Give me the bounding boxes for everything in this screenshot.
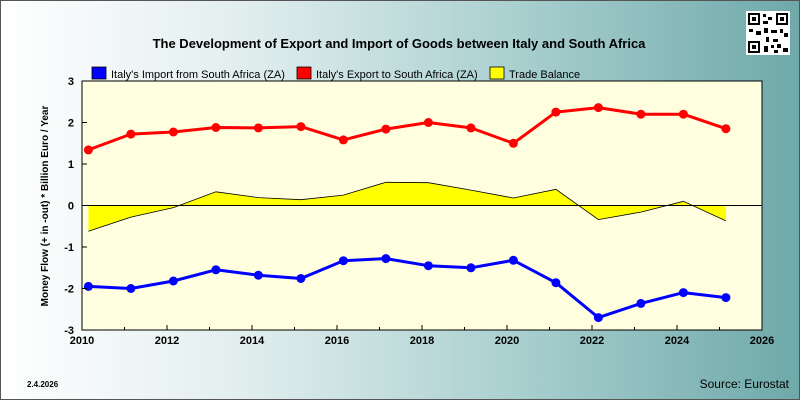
export-point xyxy=(466,123,476,133)
legend-label-balance: Trade Balance xyxy=(509,69,580,81)
series-markers xyxy=(83,103,731,323)
series-lines xyxy=(87,106,727,320)
import-point xyxy=(253,270,263,280)
y-tick-label: 2 xyxy=(68,118,74,130)
export-point xyxy=(678,109,688,119)
import-point xyxy=(423,261,433,271)
x-tick-label: 2014 xyxy=(240,335,265,347)
qr-code-icon xyxy=(746,11,790,55)
import-point xyxy=(126,284,136,293)
export-point xyxy=(721,124,731,134)
chart-title: The Development of Export and Import of … xyxy=(153,36,647,51)
legend-swatch-import xyxy=(91,66,107,80)
export-point xyxy=(593,103,603,113)
import-point xyxy=(381,254,391,264)
import-point xyxy=(211,265,221,275)
import-point xyxy=(721,293,731,303)
export-point xyxy=(126,129,136,139)
export-point xyxy=(508,138,518,148)
export-line xyxy=(87,106,727,152)
export-point xyxy=(296,122,306,132)
x-axis-ticks: 2010 2012 2014 2016 2018 2020 2022 2024 2026 xyxy=(70,325,774,347)
legend: Italy's Import from South Africa (ZA) It… xyxy=(91,66,580,81)
legend-swatch-export xyxy=(296,66,312,80)
export-point xyxy=(636,109,646,119)
source-label: Source: Eurostat xyxy=(699,377,789,391)
import-point xyxy=(551,278,561,288)
x-tick-label: 2020 xyxy=(495,335,519,347)
x-tick-label: 2024 xyxy=(665,335,690,347)
import-point xyxy=(508,255,518,265)
x-tick-label: 2018 xyxy=(410,335,434,347)
legend-swatch-balance xyxy=(489,66,505,80)
date-stamp: 2.4.2026 xyxy=(27,380,59,389)
export-point xyxy=(83,145,93,155)
y-tick-label: 0 xyxy=(68,201,74,213)
legend-label-import: Italy's Import from South Africa (ZA) xyxy=(111,69,285,81)
export-point xyxy=(423,118,433,127)
import-point xyxy=(466,263,476,273)
x-tick-label: 2022 xyxy=(580,335,604,347)
y-axis-label: Money Flow (+ in -out) * Billion Euro / … xyxy=(40,106,51,307)
y-tick-label: -2 xyxy=(64,284,74,296)
import-point xyxy=(83,281,93,291)
export-point xyxy=(381,124,391,134)
legend-label-export: Italy's Export to South Africa (ZA) xyxy=(316,69,478,81)
x-tick-label: 2016 xyxy=(325,335,349,347)
export-point xyxy=(211,123,221,132)
import-point xyxy=(636,298,646,308)
import-point xyxy=(338,256,348,266)
y-tick-label: 1 xyxy=(68,159,74,171)
y-tick-label: 3 xyxy=(68,76,74,88)
x-tick-label: 2010 xyxy=(70,335,94,347)
export-point xyxy=(551,107,561,117)
trade-balance-fill xyxy=(88,182,726,232)
export-point xyxy=(253,123,263,133)
import-point xyxy=(168,276,178,286)
trade-balance-area xyxy=(88,181,727,232)
export-point xyxy=(338,135,348,145)
trade-balance-outline xyxy=(88,181,727,232)
import-line xyxy=(88,257,727,320)
x-tick-label: 2012 xyxy=(155,335,179,347)
x-tick-label: 2026 xyxy=(750,335,774,347)
export-point xyxy=(168,127,178,137)
import-point xyxy=(593,313,603,323)
y-tick-label: -1 xyxy=(64,242,74,254)
import-point xyxy=(296,274,306,283)
import-point xyxy=(678,288,688,298)
y-axis-ticks: -3 -2 -1 0 1 2 3 xyxy=(64,76,87,337)
y-tick-label: -3 xyxy=(64,325,74,337)
